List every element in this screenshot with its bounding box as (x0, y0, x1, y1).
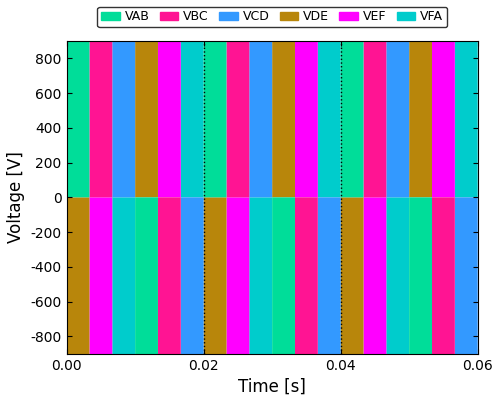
Legend: VAB, VBC, VCD, VDE, VEF, VFA: VAB, VBC, VCD, VDE, VEF, VFA (97, 6, 447, 27)
Y-axis label: Voltage [V]: Voltage [V] (7, 152, 25, 243)
X-axis label: Time [s]: Time [s] (238, 378, 306, 396)
